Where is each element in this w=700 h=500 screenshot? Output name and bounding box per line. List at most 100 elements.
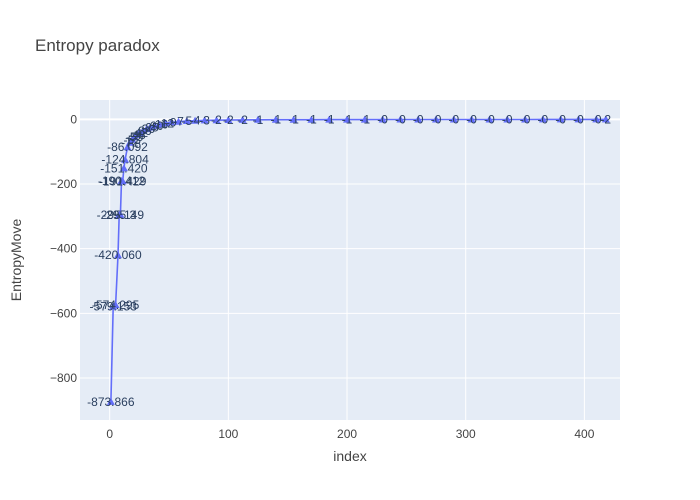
y-axis-ticks: −800 −600 −400 −200 0: [50, 112, 77, 385]
data-point: [119, 164, 128, 172]
data-label: -295.149: [97, 208, 145, 222]
data-label: -151.420: [100, 161, 148, 175]
data-label: -3: [199, 113, 210, 127]
data-label: -2: [211, 113, 222, 127]
data-point: [574, 115, 583, 123]
data-label: -0: [395, 113, 406, 127]
data-point: [161, 119, 170, 127]
data-label: -1: [324, 113, 335, 127]
data-point: [343, 115, 351, 123]
data-label: -0: [573, 112, 584, 126]
data-label: -1: [253, 113, 264, 127]
data-point: [538, 115, 547, 123]
y-tick-label: −400: [50, 242, 77, 256]
y-tick-label: −800: [50, 371, 77, 385]
data-label: -1: [306, 113, 317, 127]
data-label: -7: [173, 115, 184, 129]
data-point: [155, 120, 164, 128]
data-label: -72: [121, 136, 139, 150]
data-label: -36: [134, 124, 152, 138]
data-label: -190.412: [98, 174, 146, 188]
data-label: -2: [223, 113, 234, 127]
data-label: -0: [449, 112, 460, 126]
plot-area: [80, 100, 620, 420]
x-tick-label: 100: [218, 427, 238, 441]
data-point: [114, 251, 122, 259]
data-label: -2: [600, 112, 611, 126]
data-point: [167, 118, 176, 126]
data-label: -0: [431, 112, 442, 126]
data-label: -1: [270, 113, 281, 127]
data-point: [414, 115, 423, 123]
data-label: -0: [484, 112, 495, 126]
data-point: [106, 397, 115, 405]
data-point: [432, 115, 440, 123]
data-label: -25: [141, 120, 159, 134]
data-point: [135, 129, 144, 136]
data-point: [601, 115, 610, 123]
x-axis-title: index: [333, 448, 366, 464]
data-point: [138, 127, 147, 134]
data-label: -0: [591, 112, 602, 126]
y-tick-label: −200: [50, 177, 77, 191]
data-label: -86.092: [107, 140, 148, 154]
data-point: [503, 115, 512, 123]
data-label: -124.804: [101, 153, 149, 167]
data-label: -12: [157, 116, 175, 130]
data-point: [307, 115, 316, 123]
data-label: -295.3: [102, 208, 136, 222]
data-point: [396, 115, 405, 123]
x-axis-ticks: 0 100 200 300 400: [106, 427, 594, 441]
data-label: -579.153: [90, 300, 138, 314]
x-tick-label: 300: [456, 427, 476, 441]
data-label: -0: [555, 112, 566, 126]
data-label: -0: [502, 112, 513, 126]
data-label: -873.866: [87, 395, 135, 409]
data-label: -63: [124, 133, 142, 147]
data-point: [378, 115, 387, 123]
data-label: -2: [237, 113, 248, 127]
data-label: -5: [181, 114, 192, 128]
data-point: [325, 115, 334, 123]
data-label: -1: [288, 113, 299, 127]
data-label: -0: [538, 112, 549, 126]
data-point: [360, 115, 369, 123]
data-point: [592, 115, 601, 123]
data-point: [182, 117, 191, 124]
x-tick-label: 0: [106, 427, 113, 441]
x-tick-label: 200: [337, 427, 357, 441]
series-markers: [106, 115, 610, 405]
data-label: -48: [128, 128, 146, 142]
y-axis-title: EntropyMove: [8, 219, 24, 302]
data-label: -9: [166, 115, 177, 129]
data-point: [174, 117, 183, 125]
data-label: -0: [520, 112, 531, 126]
data-point: [271, 115, 280, 123]
data-label: -16: [151, 118, 169, 132]
data-point: [212, 116, 221, 124]
data-point: [123, 143, 132, 151]
y-tick-label: 0: [70, 112, 77, 126]
data-point: [116, 210, 125, 218]
data-label: -30: [138, 122, 156, 136]
data-point: [449, 115, 458, 123]
data-label: -55: [126, 130, 144, 144]
chart-title: Entropy paradox: [35, 36, 160, 55]
data-point: [485, 115, 494, 123]
data-label: -0: [466, 112, 477, 126]
data-point: [467, 115, 476, 123]
data-labels: -873.866-579.153-574.295-420.060-295.3-2…: [87, 112, 611, 408]
data-label: -1: [342, 113, 353, 127]
data-point: [121, 155, 130, 163]
data-point: [111, 301, 120, 308]
data-label: -420.060: [94, 248, 142, 262]
data-label: -20: [146, 119, 164, 133]
data-label: -0: [377, 113, 388, 127]
data-point: [191, 116, 200, 124]
data-label: -191.429: [99, 174, 147, 188]
data-label: -4: [190, 114, 201, 128]
data-point: [224, 116, 233, 123]
data-point: [118, 177, 127, 185]
data-point: [238, 115, 247, 123]
